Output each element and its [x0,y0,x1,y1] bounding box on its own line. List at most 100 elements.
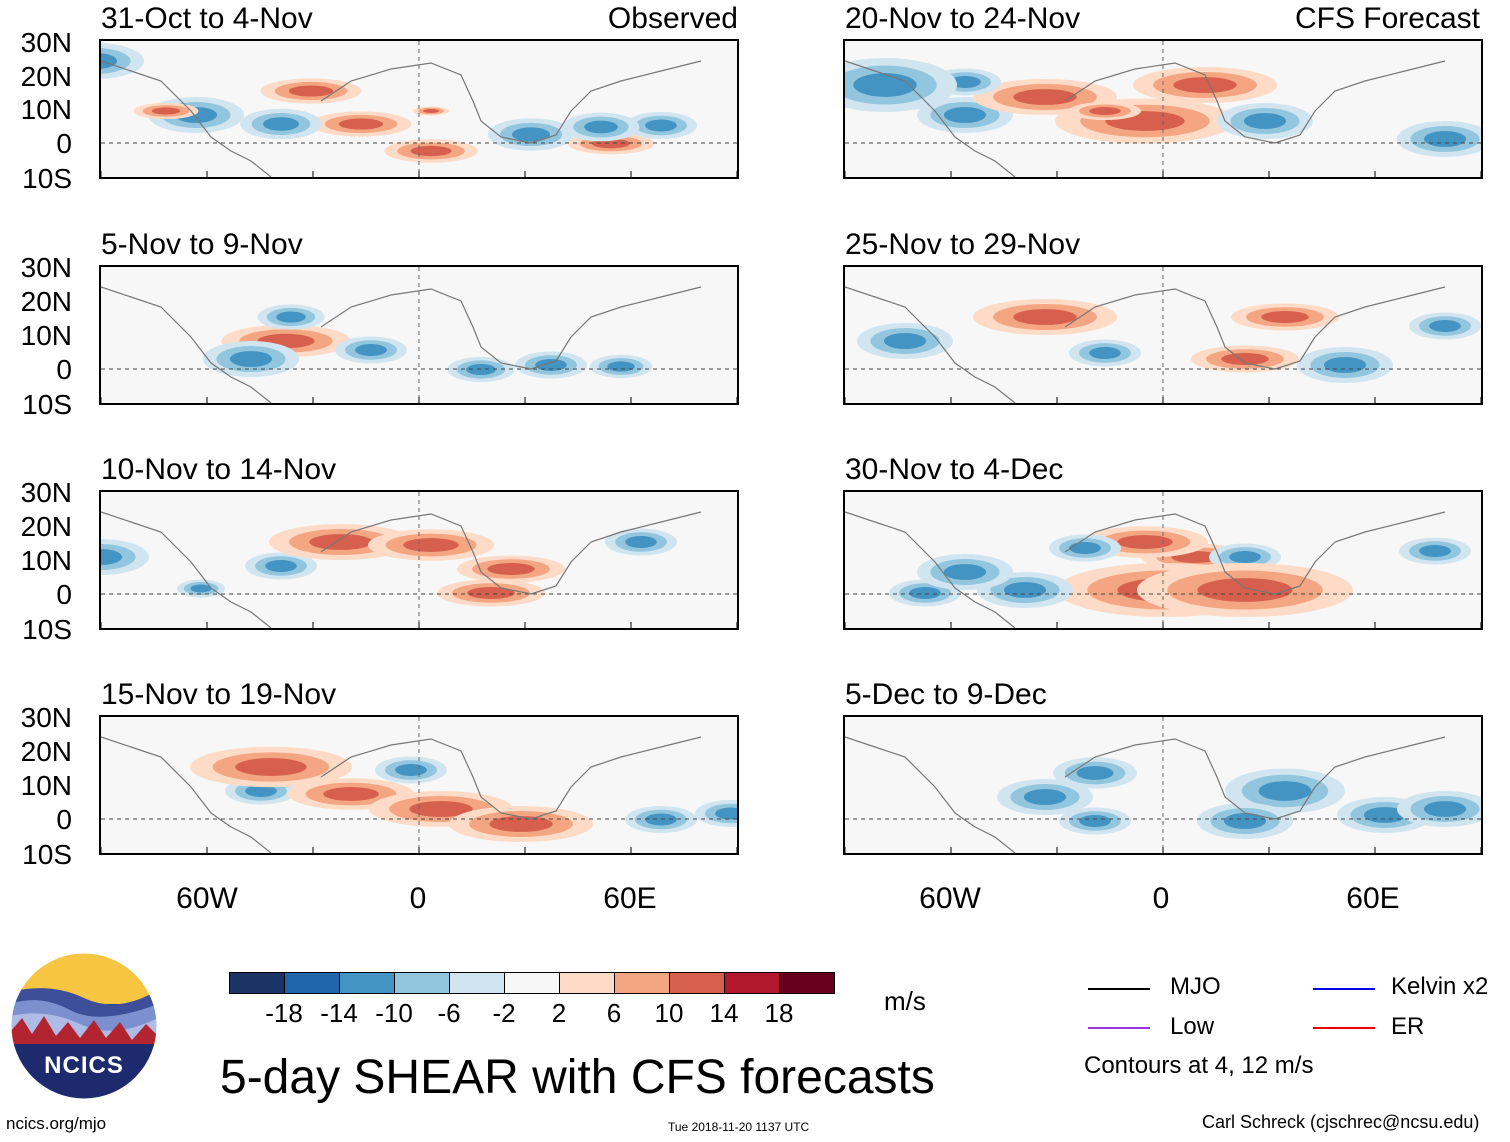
shear-blob [1429,320,1461,332]
lat-tick-label: 10N [20,545,72,576]
coastline [845,286,1446,403]
coastline [845,511,1446,628]
lon-tick-label: 0 [1152,882,1170,915]
heatmap-svg [101,267,737,403]
ncics-logo: NCICS [10,952,158,1100]
shear-blob [288,85,334,97]
shear-panel-2 [843,39,1483,179]
legend-line-er [1313,1027,1375,1029]
shear-blob [1229,551,1261,563]
shear-blob [1023,789,1067,805]
colorbar-box [394,972,450,994]
shear-blob [338,118,384,130]
shear-blob [1003,582,1047,598]
panel-title: 25-Nov to 29-Nov [845,228,1081,261]
shear-blob [409,801,473,817]
shear-blob [1419,545,1451,557]
shear-blob [190,584,212,593]
shear-blob [395,764,427,776]
colorbar-tick-label: -6 [437,998,461,1028]
lat-tick-label: 20N [20,61,72,92]
map-area [843,715,1483,855]
shear-blob [584,120,618,134]
colorbar-tick-label: 10 [654,998,684,1028]
legend-label-kelvin: Kelvin x2 [1391,973,1489,1000]
panel-title: 5-Nov to 9-Nov [101,228,303,261]
heatmap-svg [101,717,737,853]
shear-blob [1197,578,1293,602]
heatmap-svg [845,267,1481,403]
shear-blob [943,107,987,123]
lat-tick-label: 10S [22,163,72,194]
colorbar-box [614,972,670,994]
shear-panel-3 [99,265,739,405]
colorbar-tick-label: -2 [492,998,516,1028]
coastline [101,286,702,403]
shear-blob [1423,131,1467,147]
shear-panel-1 [99,39,739,179]
lat-tick-label: 0 [56,579,72,610]
colorbar-box [449,972,505,994]
shear-blob [1117,535,1173,549]
colorbar-tick-label: 14 [709,998,739,1028]
shear-blob [309,534,373,550]
colorbar-box [779,972,835,994]
shear-blob [949,76,981,88]
shear-blob [625,536,657,548]
units-label: m/s [884,986,926,1016]
map-area [99,265,739,405]
shear-blob [229,351,273,367]
shear-blob [1223,813,1267,829]
shear-blob [535,359,567,371]
footer-url: ncics.org/mjo [6,1114,107,1133]
colorbar-tick-label: -10 [375,998,413,1028]
shear-blob [487,563,535,575]
colorbar-tick-label: 6 [606,998,622,1028]
lon-tick-label: 60W [919,882,981,915]
shear-blob [423,109,439,113]
legend-label-er: ER [1391,1013,1425,1040]
colorbar-box [229,972,285,994]
shear-panel-5 [99,490,739,630]
lat-tick-label: 10N [20,770,72,801]
lat-tick-label: 10S [22,839,72,870]
footer-author: Carl Schreck (cjschrec@ncsu.edu) [1202,1112,1480,1132]
shear-blob [355,344,387,356]
lon-tick-label: 0 [409,882,427,915]
shear-panel-4 [843,265,1483,405]
coastline [101,60,702,177]
coastline [101,736,702,853]
lat-tick-label: 10S [22,614,72,645]
shear-blob [1173,77,1237,93]
heatmap-svg [101,492,737,628]
panel-title: 20-Nov to 24-Nov [845,2,1081,35]
colorbar-box [504,972,560,994]
legend-label-mjo: MJO [1170,973,1221,1000]
shear-blob [1076,766,1114,780]
coastline [101,511,702,628]
lat-tick-label: 0 [56,804,72,835]
shear-blob [245,785,277,797]
panel-title: 15-Nov to 19-Nov [101,678,337,711]
colorbar-box [339,972,395,994]
shear-blob [1258,781,1312,801]
heatmap-svg [845,717,1481,853]
lat-tick-label: 20N [20,511,72,542]
lat-tick-label: 0 [56,354,72,385]
heatmap-svg [845,492,1481,628]
map-area [99,715,739,855]
logo-text: NCICS [44,1052,124,1079]
shear-blob [403,538,459,552]
panel-title: 5-Dec to 9-Dec [845,678,1047,711]
map-area [843,265,1483,405]
coastline [845,60,1446,177]
colorbar-tick-label: 18 [764,998,794,1028]
shear-blob [151,107,181,115]
shear-blob [1323,357,1367,373]
map-area [99,39,739,179]
shear-blob [853,73,917,97]
shear-blob [511,127,551,142]
colorbar-tick-label: -18 [265,998,303,1028]
lat-tick-label: 20N [20,736,72,767]
shear-blob [489,816,553,832]
